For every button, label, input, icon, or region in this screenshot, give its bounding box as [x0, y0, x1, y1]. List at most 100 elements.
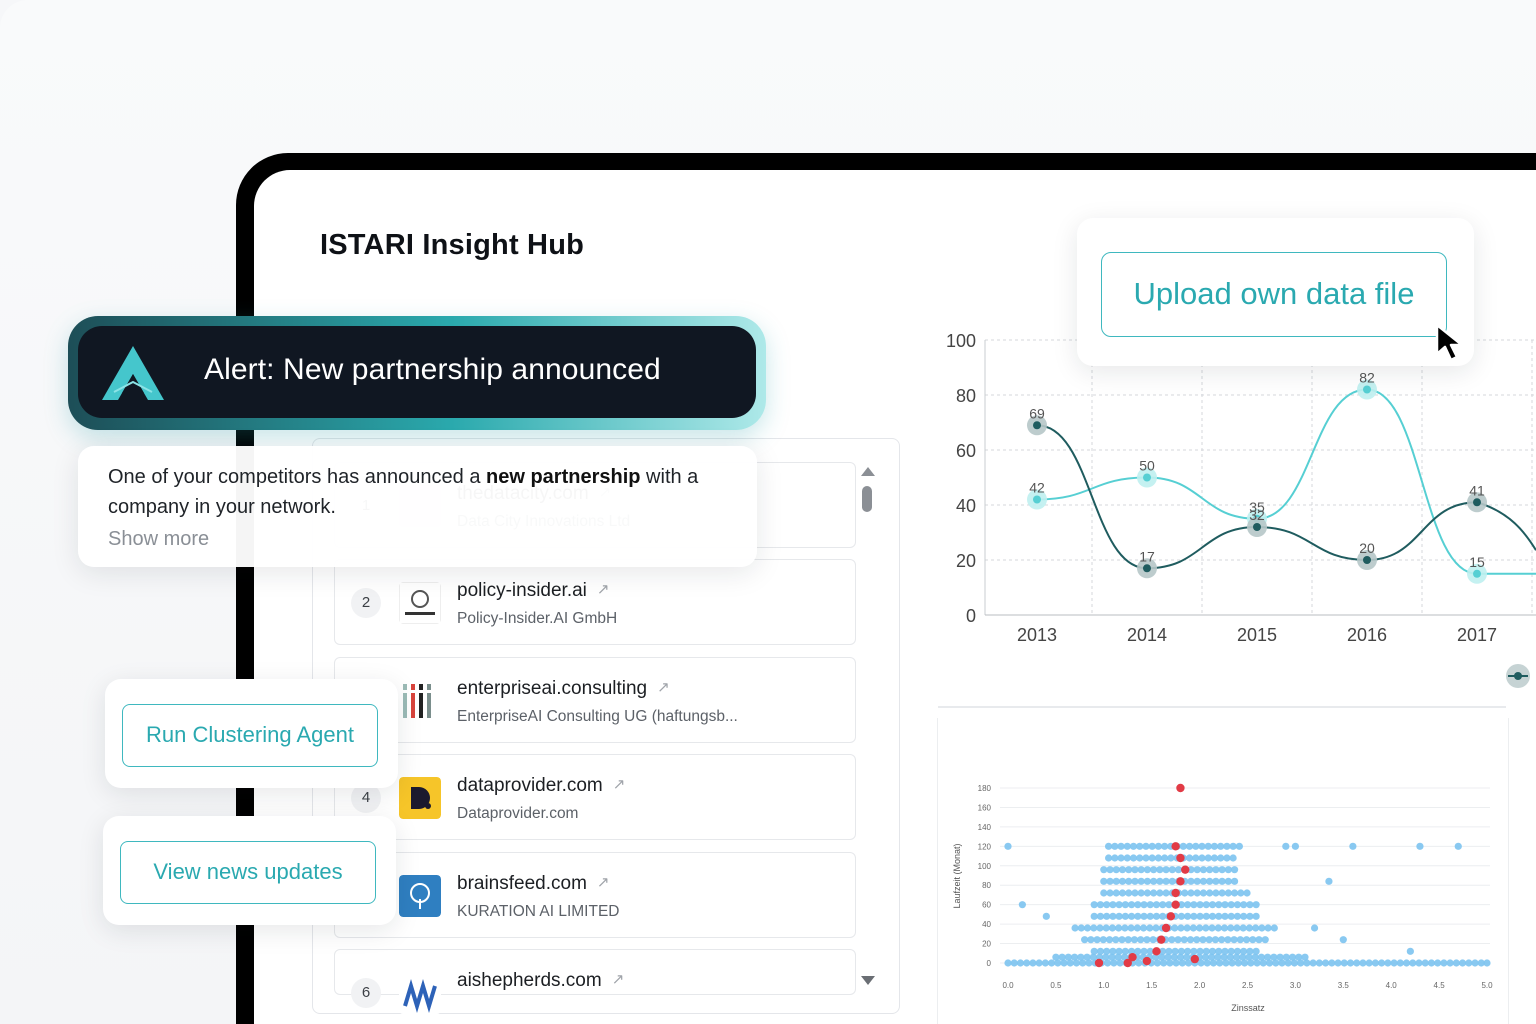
y-tick-label: 180 [978, 784, 992, 793]
x-tick-label: 0.0 [1002, 981, 1014, 990]
scatter-point-highlight [1166, 912, 1176, 921]
scatter-point [1162, 877, 1170, 885]
scatter-point [1209, 959, 1218, 967]
scatter-point [1112, 936, 1120, 944]
scatter-point [1153, 959, 1162, 967]
scatter-point [1242, 936, 1251, 944]
scatter-point [1110, 959, 1118, 967]
scatter-point [1148, 842, 1156, 850]
domain-link[interactable]: aishepherds.com ↗ [457, 970, 624, 992]
y-tick-label: 40 [982, 920, 991, 929]
run-clustering-agent-button[interactable]: Run Clustering Agent [122, 704, 378, 767]
scatter-point [1085, 959, 1093, 967]
scatter-point [1224, 877, 1232, 885]
y-axis-label: Laufzeit (Monat) [952, 843, 962, 908]
scatter-point [1089, 953, 1097, 961]
scatter-point [1252, 947, 1260, 955]
show-more-link[interactable]: Show more [108, 528, 210, 550]
list-item[interactable]: 5brainsfeed.com↗KURATION AI LIMITED [334, 852, 856, 938]
domain-link[interactable]: brainsfeed.com ↗ [457, 873, 609, 895]
scatter-point [1415, 959, 1423, 967]
scatter-point [1127, 924, 1135, 932]
scatter-point [1220, 924, 1229, 932]
data-point [1363, 385, 1371, 394]
external-link-icon[interactable]: ↗ [611, 971, 625, 988]
list-item[interactable]: 2 policy-insider.ai ↗ Policy-Insider.AI Gmb… [334, 559, 856, 645]
scatter-point [1223, 854, 1231, 862]
scatter-point [1185, 854, 1194, 862]
data-point [1143, 564, 1151, 573]
scatter-point [1142, 854, 1150, 862]
scatter-point [1199, 936, 1207, 944]
scatter-point [1224, 866, 1232, 874]
scatter-point [1134, 901, 1142, 909]
scatter-point [1259, 959, 1267, 967]
scatter-point [1409, 959, 1417, 967]
external-link-icon[interactable]: ↗ [657, 679, 670, 696]
alert-body-text: One of your competitors has announced a [108, 466, 487, 488]
external-link-icon[interactable]: ↗ [596, 874, 610, 891]
scatter-point [1177, 901, 1185, 909]
scatter-point [1114, 953, 1122, 961]
scatter-point [1103, 901, 1111, 909]
scatter-point [1149, 936, 1157, 944]
scatter-point [1123, 842, 1131, 850]
external-link-icon[interactable]: ↗ [612, 776, 626, 793]
scatter-point [1111, 842, 1119, 850]
scatter-point [1137, 877, 1145, 885]
scatter-point [1041, 959, 1049, 967]
scatter-point [1042, 912, 1050, 920]
scatter-point [1004, 959, 1012, 967]
scatter-point [1096, 947, 1105, 955]
scatter-point [1134, 947, 1142, 955]
rank-badge: 4 [351, 783, 381, 813]
scatter-point [1208, 947, 1217, 955]
scatter-point-highlight [1176, 877, 1185, 886]
scatter-point [1052, 953, 1060, 961]
data-label: 50 [1139, 458, 1155, 474]
domain-link[interactable]: enterpriseai.consulting ↗ [457, 678, 670, 700]
scatter-point [1205, 936, 1213, 944]
scatter-point [1168, 936, 1176, 944]
scrollbar-thumb[interactable] [862, 486, 872, 512]
scatter-point [1230, 866, 1239, 874]
scatter-point [1218, 877, 1226, 885]
company-logo [399, 582, 441, 624]
x-tick-label: 3.0 [1290, 981, 1302, 990]
scatter-point [1168, 877, 1176, 885]
scatter-point [1365, 959, 1373, 967]
view-news-updates-button[interactable]: View news updates [120, 841, 376, 904]
scatter-point [1246, 912, 1254, 920]
page-title: ISTARI Insight Hub [320, 229, 585, 261]
y-tick-label: 80 [982, 881, 991, 890]
scatter-point [1252, 924, 1260, 932]
alert-banner[interactable] [78, 326, 756, 418]
scatter-point [1434, 959, 1442, 967]
scatter-point [1161, 842, 1169, 850]
list-item[interactable]: 4 dataprovider.com ↗ Dataprovider.com [334, 754, 856, 840]
company-logo [399, 875, 441, 917]
upload-data-file-button[interactable]: Upload own data file [1101, 252, 1447, 337]
company-logo [399, 777, 441, 819]
scatter-point [1160, 959, 1168, 967]
list-item[interactable]: 3enterpriseai.consulting↗EnterpriseAI Co… [334, 657, 856, 743]
external-link-icon[interactable]: ↗ [596, 581, 610, 598]
scatter-point [1178, 959, 1186, 967]
scatter-point [1184, 959, 1193, 967]
scatter-point [1106, 877, 1114, 885]
domain-link[interactable]: dataprovider.com ↗ [457, 775, 625, 797]
scatter-point [1452, 959, 1460, 967]
scatter-point [1185, 842, 1194, 850]
scatter-point [1103, 912, 1111, 920]
x-tick-label: 5.0 [1481, 981, 1493, 990]
scatter-point [1230, 877, 1239, 885]
scatter-point [1152, 924, 1160, 932]
scatter-point [1035, 959, 1043, 967]
company-name: KURATION AI LIMITED [457, 903, 620, 920]
scroll-up-arrow-icon[interactable] [861, 467, 875, 476]
domain-link[interactable]: policy-insider.ai ↗ [457, 580, 609, 602]
list-item[interactable]: 6 aishepherds.com ↗ [334, 949, 856, 1014]
scatter-point [1118, 936, 1126, 944]
scroll-down-arrow-icon[interactable] [861, 976, 875, 985]
scatter-point [1148, 854, 1156, 862]
